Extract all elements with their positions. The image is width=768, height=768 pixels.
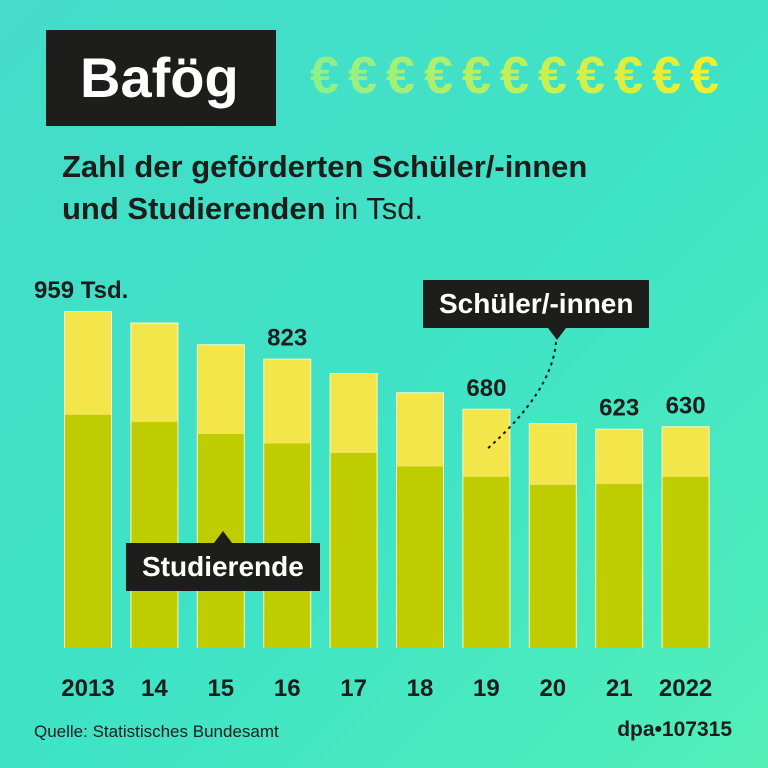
subtitle-line1: Zahl der geförderten Schüler/-innen (62, 149, 588, 184)
bar-segment-schueler (662, 427, 709, 477)
x-tick-label: 2022 (659, 675, 712, 702)
chart-subtitle: Zahl der geförderten Schüler/-innen und … (62, 146, 587, 230)
bar-segment-schueler (131, 323, 178, 422)
bar-segment-schueler (264, 359, 311, 444)
x-tick-label: 15 (207, 675, 234, 702)
data-label-total: 623 (599, 395, 639, 422)
euro-symbol-row: € € € € € € € € € € € (310, 46, 730, 106)
bar-segment-studierende (596, 484, 643, 648)
euro-icon: € (538, 47, 567, 105)
bar-segment-schueler (330, 374, 377, 453)
schueler-connector-line (485, 341, 557, 451)
data-label-total: 823 (267, 325, 307, 352)
euro-icon: € (614, 47, 643, 105)
x-tick-label: 16 (274, 675, 301, 702)
subtitle-line2-bold: und Studierenden (62, 191, 326, 226)
studierende-legend-label: Studierende (126, 543, 320, 591)
studierende-label-pointer (214, 531, 232, 543)
schueler-legend-label: Schüler/-innen (423, 280, 650, 328)
euro-icon: € (462, 47, 491, 105)
data-label-total: 630 (666, 392, 706, 419)
bar-segment-studierende (463, 476, 510, 648)
data-label-total: 959 Tsd. (34, 277, 128, 304)
title-box: Bafög (46, 30, 276, 126)
bar-segment-studierende (131, 421, 178, 648)
source-note: Quelle: Statistisches Bundesamt (34, 722, 279, 741)
euro-icon: € (500, 47, 529, 105)
bar-segment-schueler (529, 424, 576, 485)
bar-segment-schueler (596, 429, 643, 485)
euro-icon: € (348, 47, 377, 105)
bar-segment-schueler (397, 393, 443, 467)
bar-segment-studierende (662, 476, 709, 648)
euro-icon: € (576, 47, 605, 105)
bar-segment-studierende (65, 414, 111, 648)
data-label-total: 680 (466, 375, 506, 402)
bar-segment-schueler (197, 345, 244, 434)
x-tick-label: 21 (606, 675, 633, 702)
euro-icon: € (424, 47, 453, 105)
subtitle-line2-rest: in Tsd. (325, 191, 424, 226)
schueler-label-pointer (548, 328, 566, 340)
bar-segment-studierende (529, 484, 576, 648)
x-tick-label: 18 (407, 675, 434, 702)
bar-segment-studierende (397, 466, 443, 648)
dpa-credit: dpa•107315 (617, 718, 732, 741)
euro-icon: € (386, 47, 415, 105)
euro-icon: € (690, 47, 719, 105)
x-tick-label: 20 (539, 675, 566, 702)
bar-segment-schueler (463, 409, 510, 477)
x-tick-label: 2013 (61, 675, 114, 702)
x-tick-label: 19 (473, 675, 500, 702)
euro-icon: € (652, 47, 681, 105)
euro-icon: € (310, 47, 339, 105)
x-tick-label: 17 (340, 675, 367, 702)
bar-segment-studierende (330, 452, 377, 648)
chart-title: Bafög (80, 46, 239, 109)
bar-segment-schueler (65, 312, 111, 415)
x-tick-label: 14 (141, 675, 168, 702)
